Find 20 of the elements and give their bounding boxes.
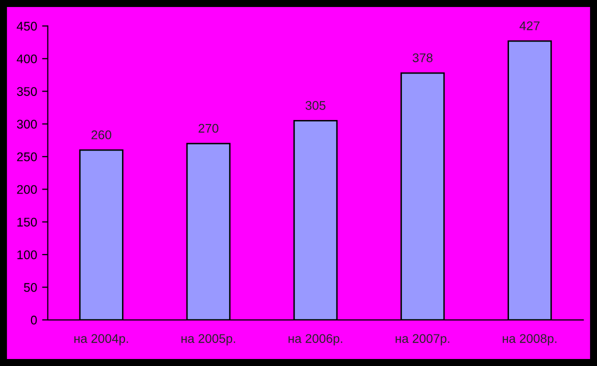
y-tick-label: 200 [17,185,37,194]
y-tick-label: 150 [17,218,37,227]
y-tick-label: 450 [16,22,37,31]
y-tick-label: 350 [16,87,37,96]
data-label: 260 [92,130,112,140]
y-tick-label: 50 [24,283,37,292]
data-label: 305 [306,101,326,110]
x-tick-label: на 2006р. [288,334,342,346]
y-tick-label: 0 [30,316,37,325]
y-tick-label: 400 [16,54,37,64]
y-tick-label: 300 [16,120,37,129]
data-label: 270 [198,124,218,133]
x-tick-label: на 2004р. [74,334,128,346]
x-tick-label: на 2008р. [502,334,556,346]
y-tick-label: 250 [17,152,37,162]
data-label: 427 [520,21,540,30]
data-label: 378 [412,53,432,62]
x-tick-label: на 2007р. [396,334,450,346]
y-tick-label: 100 [17,250,37,260]
x-tick-label: на 2005р. [182,334,236,346]
